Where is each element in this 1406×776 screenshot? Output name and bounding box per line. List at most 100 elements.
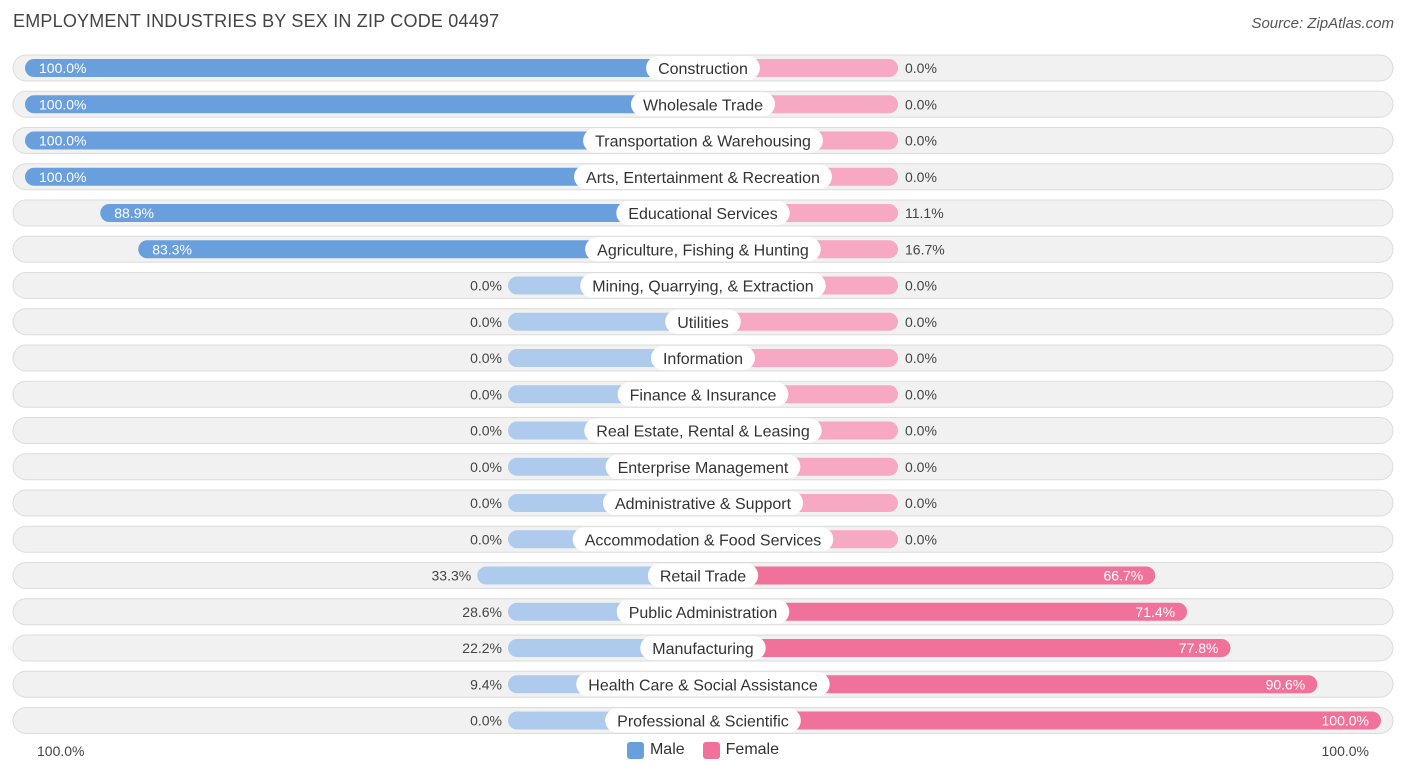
male-bar[interactable] <box>138 240 703 259</box>
category-pill <box>602 491 804 515</box>
category-pill <box>605 454 801 479</box>
category-pill <box>572 527 834 552</box>
female-bar[interactable] <box>703 566 1156 585</box>
female-value-label: 0.0% <box>905 96 937 112</box>
category-label: Mining, Quarrying, & Extraction <box>592 279 813 296</box>
female-value-label: 0.0% <box>905 495 937 511</box>
male-value-label: 0.0% <box>470 459 502 475</box>
row-agriculture-fishing-hunting: 83.3% 16.7% Agriculture, Fishing & Hunting <box>12 235 1394 263</box>
category-label: Health Care & Social Assistance <box>588 677 818 694</box>
category-pill <box>583 128 823 153</box>
category-label: Professional & Scientific <box>617 714 789 731</box>
male-value-label: 88.9% <box>114 205 154 221</box>
female-value-label: 0.0% <box>905 278 937 294</box>
legend-item-male[interactable]: Male <box>626 741 685 759</box>
legend-item-female[interactable]: Female <box>702 741 779 759</box>
female-value-label: 16.7% <box>905 241 945 257</box>
row-real-estate-rental-leasing: 0.0% 0.0% Real Estate, Rental & Leasing <box>12 417 1394 444</box>
male-value-label: 100.0% <box>39 96 86 112</box>
category-label: Wholesale Trade <box>643 97 763 114</box>
row-manufacturing: 22.2% 77.8% Manufacturing <box>12 634 1394 662</box>
female-bar[interactable] <box>703 675 1318 694</box>
category-pill <box>616 201 790 225</box>
male-bar[interactable] <box>25 59 703 77</box>
female-value-label: 100.0% <box>1322 713 1369 729</box>
female-value-label: 71.4% <box>1135 604 1175 620</box>
male-value-label: 28.6% <box>462 604 502 620</box>
category-label: Agriculture, Fishing & Hunting <box>597 242 809 259</box>
female-value-label: 0.0% <box>905 531 937 547</box>
category-pill <box>580 273 826 298</box>
row-professional-scientific: 0.0% 100.0% Professional & Scientific <box>12 707 1394 734</box>
category-label: Arts, Entertainment & Recreation <box>586 170 820 187</box>
category-pill <box>646 56 760 80</box>
legend-label-male: Male <box>649 741 685 758</box>
male-value-label: 9.4% <box>470 676 502 692</box>
male-value-label: 0.0% <box>470 423 502 439</box>
male-value-label: 33.3% <box>432 568 472 584</box>
category-label: Construction <box>658 61 748 78</box>
chart-title: EMPLOYMENT INDUSTRIES BY SEX IN ZIP CODE… <box>13 11 500 31</box>
male-value-label: 0.0% <box>470 314 502 330</box>
category-pill <box>605 708 801 733</box>
female-value-label: 0.0% <box>905 350 937 366</box>
female-value-label: 11.1% <box>905 205 944 221</box>
female-bar[interactable] <box>703 639 1231 657</box>
male-value-label: 83.3% <box>152 241 192 257</box>
axis-left-label: 100.0% <box>37 743 85 759</box>
female-bar[interactable] <box>703 312 898 331</box>
row-wholesale-trade: 100.0% 0.0% Wholesale Trade <box>12 90 1394 118</box>
female-bar[interactable] <box>703 711 1381 730</box>
category-pill <box>650 346 756 370</box>
row-arts-entertainment-recreation: 100.0% 0.0% Arts, Entertainment & Recreati… <box>12 163 1394 191</box>
female-value-label: 0.0% <box>905 314 937 330</box>
male-bar[interactable] <box>25 131 703 150</box>
row-transportation-warehousing: 100.0% 0.0% Transportation & Warehousing <box>12 127 1394 154</box>
category-label: Accommodation & Food Services <box>585 532 822 549</box>
row-health-care-social-assistance: 9.4% 90.6% Health Care & Social Assistance <box>12 670 1394 698</box>
row-information: 0.0% 0.0% Information <box>12 344 1394 372</box>
female-value-label: 0.0% <box>905 133 937 149</box>
male-bar[interactable] <box>25 95 703 114</box>
source-credit: Source: ZipAtlas.com <box>1251 15 1394 32</box>
category-pill <box>585 237 821 262</box>
female-value-label: 0.0% <box>905 386 937 402</box>
legend-swatch-male <box>626 741 644 759</box>
category-label: Information <box>663 351 743 368</box>
category-label: Finance & Insurance <box>630 387 777 404</box>
row-utilities: 0.0% 0.0% Utilities <box>12 308 1394 336</box>
row-retail-trade: 33.3% 66.7% Retail Trade <box>12 562 1394 589</box>
male-value-label: 22.2% <box>462 640 502 656</box>
row-educational-services: 88.9% 11.1% Educational Services <box>12 199 1394 227</box>
male-bar[interactable] <box>477 566 703 585</box>
category-pill <box>647 563 759 588</box>
row-administrative-support: 0.0% 0.0% Administrative & Support <box>12 489 1394 517</box>
category-label: Transportation & Warehousing <box>595 134 811 151</box>
row-finance-insurance: 0.0% 0.0% Finance & Insurance <box>12 380 1394 408</box>
male-value-label: 0.0% <box>470 278 502 294</box>
axis-right-label: 100.0% <box>1321 743 1369 759</box>
female-value-label: 0.0% <box>905 169 937 185</box>
legend: Male Female <box>0 741 1406 759</box>
category-label: Manufacturing <box>652 641 753 658</box>
category-label: Administrative & Support <box>615 496 792 513</box>
category-label: Utilities <box>677 315 729 332</box>
category-pill <box>665 309 741 334</box>
male-value-label: 100.0% <box>39 133 86 149</box>
category-pill <box>617 382 789 407</box>
female-value-label: 0.0% <box>905 423 937 439</box>
row-enterprise-management: 0.0% 0.0% Enterprise Management <box>12 453 1394 481</box>
female-bar[interactable] <box>703 602 1188 621</box>
male-value-label: 0.0% <box>470 350 502 366</box>
male-bar[interactable] <box>25 167 703 186</box>
row-public-administration: 28.6% 71.4% Public Administration <box>12 598 1394 626</box>
male-bar[interactable] <box>508 312 703 331</box>
row-construction: 100.0% 0.0% Construction <box>12 54 1394 82</box>
category-label: Educational Services <box>628 206 777 223</box>
male-bar[interactable] <box>100 204 704 222</box>
category-label: Retail Trade <box>660 569 746 586</box>
category-pill <box>584 418 822 443</box>
category-label: Real Estate, Rental & Leasing <box>596 424 809 441</box>
male-value-label: 100.0% <box>39 169 86 185</box>
